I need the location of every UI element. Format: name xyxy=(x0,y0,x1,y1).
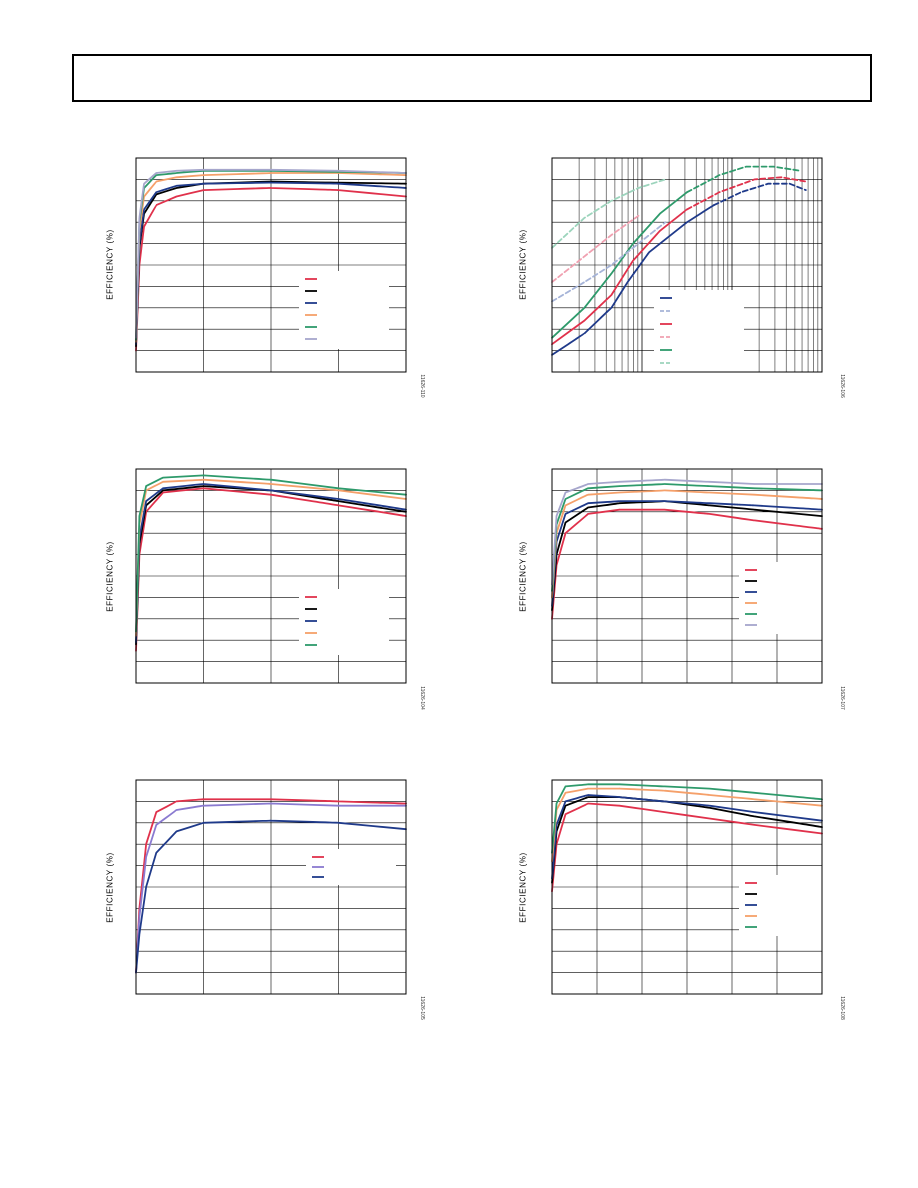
grid-lines xyxy=(136,469,406,683)
series-line-5 xyxy=(551,783,823,854)
plot-frame xyxy=(135,157,407,373)
series-line-6 xyxy=(551,478,823,586)
legend-background xyxy=(299,589,389,655)
series-line-3 xyxy=(551,208,688,346)
legend-background xyxy=(306,849,396,885)
series-line-2 xyxy=(135,802,407,974)
series-line-2 xyxy=(135,180,407,348)
figure-id: 11626-107 xyxy=(839,686,845,710)
series-line-1 xyxy=(551,204,715,356)
legend xyxy=(299,271,389,349)
legend-background xyxy=(739,562,829,634)
grid-lines xyxy=(136,780,406,994)
series-line-5 xyxy=(135,474,407,633)
legend-background xyxy=(654,290,744,374)
series-line-3 xyxy=(135,181,407,346)
series-line-3 xyxy=(551,794,823,880)
grid-lines xyxy=(136,158,406,372)
figure-id: 11626-108 xyxy=(839,996,845,1020)
figure-id: 11626-104 xyxy=(419,686,425,710)
series-line-2 xyxy=(551,500,823,612)
figure-id: 11626-106 xyxy=(839,374,845,398)
series-line-8 xyxy=(551,214,640,283)
series-line-7 xyxy=(551,221,667,303)
series-line-4 xyxy=(135,478,407,637)
series-line-2 xyxy=(713,182,807,206)
series-line-1 xyxy=(551,802,823,893)
series-line-5 xyxy=(551,191,688,339)
y-axis-label: EFFICIENCY (%) xyxy=(105,541,115,612)
series-line-6 xyxy=(135,168,407,339)
plot-frame xyxy=(551,157,823,373)
legend-background xyxy=(299,271,389,349)
legend xyxy=(654,290,744,374)
plot-frame xyxy=(551,779,823,995)
legend xyxy=(299,589,389,655)
series-line-6 xyxy=(686,165,802,194)
plot-frame xyxy=(135,468,407,684)
plot-frame xyxy=(135,779,407,995)
series-line-3 xyxy=(135,819,407,974)
series-line-3 xyxy=(135,483,407,644)
legend xyxy=(306,849,396,885)
series-line-1 xyxy=(135,187,407,352)
series-line-5 xyxy=(551,483,823,592)
page-header-box xyxy=(72,54,872,102)
series-line-4 xyxy=(686,176,807,211)
y-axis-label: EFFICIENCY (%) xyxy=(105,852,115,923)
series-line-3 xyxy=(551,500,823,607)
grid-lines xyxy=(552,158,822,372)
series-line-4 xyxy=(551,787,823,863)
series-line-2 xyxy=(551,796,823,884)
series-line-4 xyxy=(135,172,407,343)
figure-id: 11626-110 xyxy=(419,374,425,398)
series-line-5 xyxy=(135,169,407,341)
series-line-1 xyxy=(135,798,407,974)
series-line-1 xyxy=(551,508,823,620)
y-axis-label: EFFICIENCY (%) xyxy=(518,852,528,923)
figure-id: 11626-105 xyxy=(419,996,425,1020)
legend xyxy=(739,562,829,634)
y-axis-label: EFFICIENCY (%) xyxy=(518,229,528,300)
y-axis-label: EFFICIENCY (%) xyxy=(518,541,528,612)
plot-frame xyxy=(551,468,823,684)
y-axis-label: EFFICIENCY (%) xyxy=(105,229,115,300)
legend-background xyxy=(739,875,829,936)
grid-lines xyxy=(552,780,822,994)
series-line-4 xyxy=(551,489,823,599)
series-line-9 xyxy=(551,178,667,249)
legend xyxy=(739,875,829,936)
series-line-2 xyxy=(135,485,407,646)
grid-lines xyxy=(552,469,822,683)
series-line-1 xyxy=(135,487,407,652)
